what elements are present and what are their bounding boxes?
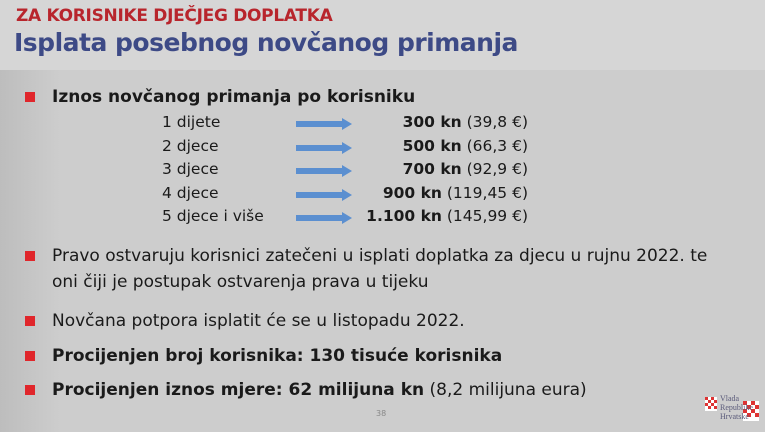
amount-value: 500 kn (66,3 €) xyxy=(328,137,528,155)
amount-eur: (66,3 €) xyxy=(461,136,528,155)
logo-line: Republike xyxy=(720,403,753,412)
amount-value: 900 kn (119,45 €) xyxy=(328,184,528,202)
children-count: 1 dijete xyxy=(162,113,221,131)
children-count: 4 djece xyxy=(162,183,219,202)
children-count: 5 djece i više xyxy=(162,207,264,225)
bullet-item: Procijenjen iznos mjere: 62 milijuna kn … xyxy=(25,377,730,403)
amount-kn: 500 kn xyxy=(402,136,462,155)
arrow-right-icon xyxy=(296,118,352,130)
bullet-square-icon xyxy=(25,316,35,326)
arrow-right-icon xyxy=(296,188,352,201)
logo-text: Vlada Republike Hrvatske xyxy=(720,394,753,421)
bullet-square-icon xyxy=(25,385,35,395)
arrow-right-icon xyxy=(296,141,352,154)
children-count: 2 djece xyxy=(162,136,219,155)
amount-kn: 900 kn xyxy=(382,183,442,202)
slide-supertitle: ZA KORISNIKE DJEČJEG DOPLATKA xyxy=(16,6,333,26)
slide-title: Isplata posebnog novčanog primanja xyxy=(14,28,518,57)
bullet-text: Procijenjen broj korisnika: 130 tisuće k… xyxy=(52,346,503,366)
bullet-bold-part: Procijenjen iznos mjere: 62 milijuna kn xyxy=(52,380,425,400)
bullet-text: Novčana potpora isplatit će se u listopa… xyxy=(52,311,465,331)
bullet-text: Iznos novčanog primanja po korisniku xyxy=(52,87,416,107)
bullet-square-icon xyxy=(25,92,35,102)
amount-value: 1.100 kn (145,99 €) xyxy=(328,207,528,225)
bullet-rest-part: (8,2 milijuna eura) xyxy=(424,380,587,400)
arrow-right-icon xyxy=(296,212,352,224)
bullet-item: Novčana potpora isplatit će se u listopa… xyxy=(25,308,730,334)
amount-kn: 1.100 kn xyxy=(366,207,442,225)
bullet-square-icon xyxy=(25,251,35,261)
arrow-right-icon xyxy=(296,165,352,177)
amount-eur: (39,8 €) xyxy=(461,113,528,131)
bullet-item: Pravo ostvaruju korisnici zatečeni u isp… xyxy=(25,243,730,295)
children-count: 3 djece xyxy=(162,160,219,178)
bullet-text: Pravo ostvaruju korisnici zatečeni u isp… xyxy=(52,246,708,292)
amount-kn: 300 kn xyxy=(402,113,462,131)
croatian-coat-of-arms-logo xyxy=(705,397,759,421)
amount-kn: 700 kn xyxy=(402,160,462,178)
page-number: 38 xyxy=(376,409,387,418)
logo-line: Vlada xyxy=(720,394,740,403)
bullet-text: Procijenjen iznos mjere: 62 milijuna kn … xyxy=(52,377,730,403)
bullet-square-icon xyxy=(25,351,35,361)
bullet-item: Iznos novčanog primanja po korisniku xyxy=(25,84,730,110)
amount-eur: (145,99 €) xyxy=(441,207,528,225)
logo-line: Hrvatske xyxy=(720,412,749,421)
bullet-item: Procijenjen broj korisnika: 130 tisuće k… xyxy=(25,343,730,369)
amount-eur: (92,9 €) xyxy=(461,160,528,178)
amount-value: 700 kn (92,9 €) xyxy=(328,160,528,178)
amount-value: 300 kn (39,8 €) xyxy=(328,113,528,131)
header-band xyxy=(0,0,765,70)
amount-eur: (119,45 €) xyxy=(441,183,528,202)
